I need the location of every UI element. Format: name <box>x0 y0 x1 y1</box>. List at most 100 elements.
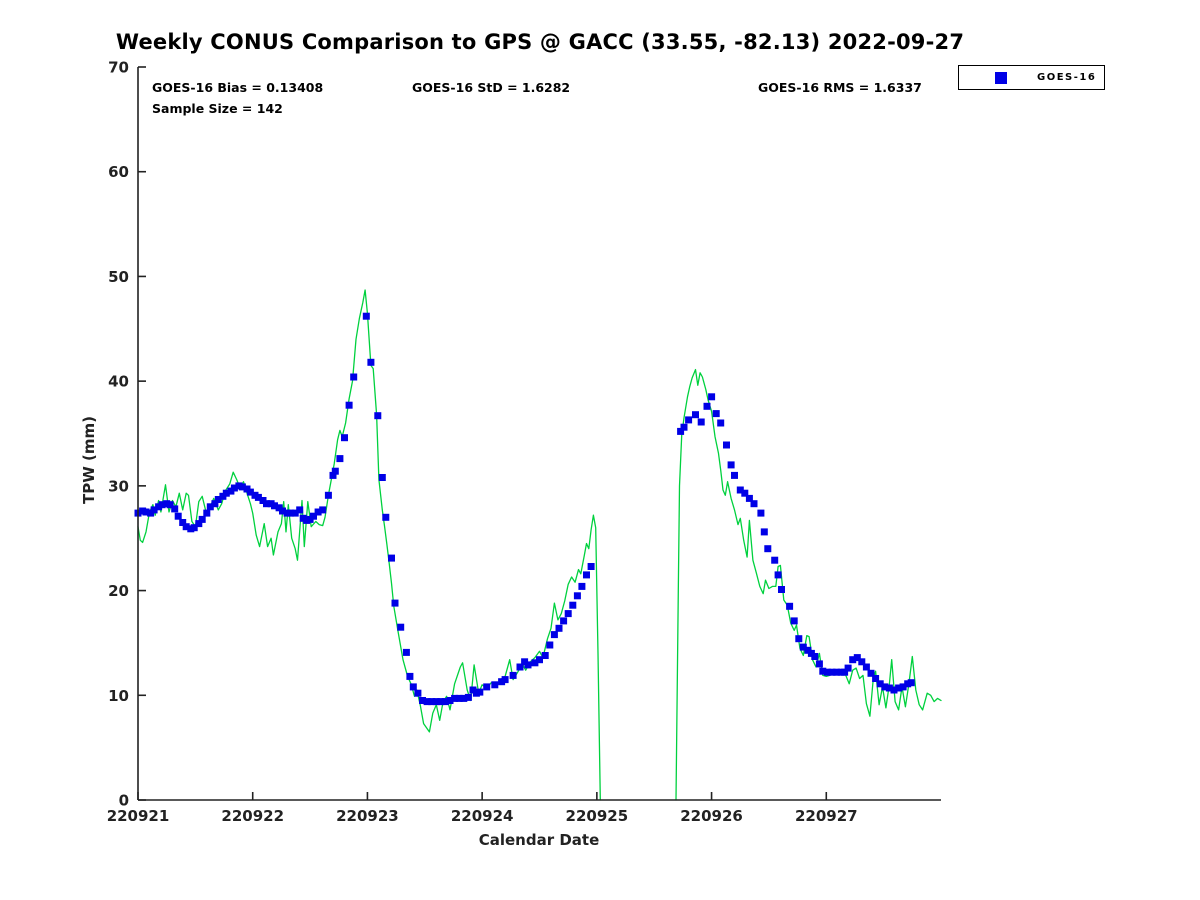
goes16-marker <box>397 623 405 631</box>
goes16-marker <box>516 663 524 671</box>
goes16-marker <box>795 635 803 643</box>
goes16-marker <box>238 483 246 491</box>
goes16-marker <box>741 489 749 497</box>
goes16-marker <box>853 654 861 662</box>
y-tick-label: 20 <box>108 582 129 600</box>
stat-rms: GOES-16 RMS = 1.6337 <box>758 80 922 95</box>
goes16-marker <box>885 684 893 692</box>
goes16-marker <box>760 528 768 536</box>
goes16-marker <box>382 513 390 521</box>
x-tick-label: 220924 <box>451 807 514 825</box>
goes16-marker <box>287 509 295 517</box>
goes16-marker <box>890 686 898 694</box>
goes16-marker <box>899 683 907 691</box>
goes16-marker <box>158 501 166 509</box>
goes16-marker <box>731 471 738 479</box>
goes16-marker <box>736 486 744 494</box>
goes16-marker <box>524 661 532 669</box>
goes16-marker <box>541 652 549 659</box>
goes16-marker <box>476 688 484 696</box>
y-tick-label: 60 <box>108 163 129 181</box>
goes16-marker <box>263 500 270 508</box>
goes16-marker <box>428 698 436 706</box>
stat-std: GOES-16 StD = 1.6282 <box>412 80 571 95</box>
goes16-marker <box>341 434 348 442</box>
goes16-marker <box>849 656 857 664</box>
goes16-marker <box>569 601 577 609</box>
goes16-marker <box>587 563 595 570</box>
goes16-marker <box>815 660 823 668</box>
gps-line-segment <box>137 289 601 801</box>
goes16-marker <box>573 592 581 600</box>
goes16-marker <box>876 680 884 688</box>
goes16-marker <box>319 506 327 514</box>
goes16-marker <box>402 648 410 656</box>
goes16-marker <box>750 500 758 508</box>
goes16-marker <box>388 554 395 562</box>
goes16-marker <box>190 524 198 532</box>
goes16-marker <box>483 683 491 691</box>
legend-label: GOES-16 <box>1037 72 1097 83</box>
goes16-marker <box>414 689 422 697</box>
goes16-marker <box>409 683 417 691</box>
goes16-marker <box>367 358 375 366</box>
x-axis-label: Calendar Date <box>478 831 600 849</box>
goes16-marker <box>583 571 590 579</box>
goes16-marker <box>546 641 554 649</box>
goes16-marker <box>764 545 772 553</box>
goes16-marker <box>771 556 779 564</box>
goes16-marker <box>819 667 827 675</box>
stat-sample-size: Sample Size = 142 <box>152 101 283 116</box>
goes16-marker <box>460 694 468 702</box>
goes16-marker <box>531 659 539 667</box>
goes16-marker <box>536 656 543 664</box>
goes16-marker <box>786 602 794 610</box>
stat-bias: GOES-16 Bias = 0.13408 <box>152 80 324 95</box>
goes16-marker <box>171 505 179 513</box>
goes16-marker <box>451 694 459 702</box>
x-tick-label: 220922 <box>221 807 284 825</box>
goes16-marker <box>727 461 735 469</box>
x-tick-label: 220921 <box>107 807 170 825</box>
goes16-marker <box>211 500 219 508</box>
x-tick-label: 220925 <box>566 807 629 825</box>
goes16-marker <box>578 582 586 590</box>
goes16-marker <box>491 681 499 689</box>
goes16-marker <box>703 402 711 410</box>
goes16-marker <box>336 455 344 463</box>
goes16-marker <box>685 416 693 424</box>
goes16-marker <box>246 488 254 496</box>
goes16-marker <box>811 653 819 660</box>
chart-title: Weekly CONUS Comparison to GPS @ GACC (3… <box>115 30 965 54</box>
goes16-marker <box>441 698 449 706</box>
goes16-marker <box>564 610 572 618</box>
goes16-marker <box>324 491 332 499</box>
goes16-marker <box>254 493 262 501</box>
x-tick-label: 220923 <box>336 807 399 825</box>
goes16-marker <box>279 507 286 515</box>
goes16-marker <box>314 508 322 516</box>
goes16-marker <box>446 697 454 704</box>
goes16-marker <box>291 509 299 517</box>
goes16-marker <box>179 519 187 526</box>
goes16-markers <box>134 312 915 706</box>
goes16-marker <box>895 684 903 692</box>
goes16-marker <box>823 668 831 676</box>
goes16-marker <box>828 668 836 676</box>
goes16-marker <box>509 671 517 679</box>
goes16-marker <box>833 668 841 676</box>
y-tick-label: 0 <box>119 792 129 810</box>
goes16-marker <box>391 599 399 607</box>
goes16-marker <box>378 474 386 481</box>
goes16-marker <box>841 668 849 676</box>
goes16-marker <box>195 520 203 528</box>
goes16-marker <box>419 697 426 704</box>
y-tick-label: 40 <box>108 373 129 391</box>
goes16-marker <box>745 494 753 502</box>
goes16-marker <box>432 698 440 706</box>
goes16-marker <box>560 617 568 625</box>
goes16-marker <box>310 512 317 520</box>
goes16-marker <box>406 672 414 680</box>
goes16-marker <box>206 503 214 511</box>
